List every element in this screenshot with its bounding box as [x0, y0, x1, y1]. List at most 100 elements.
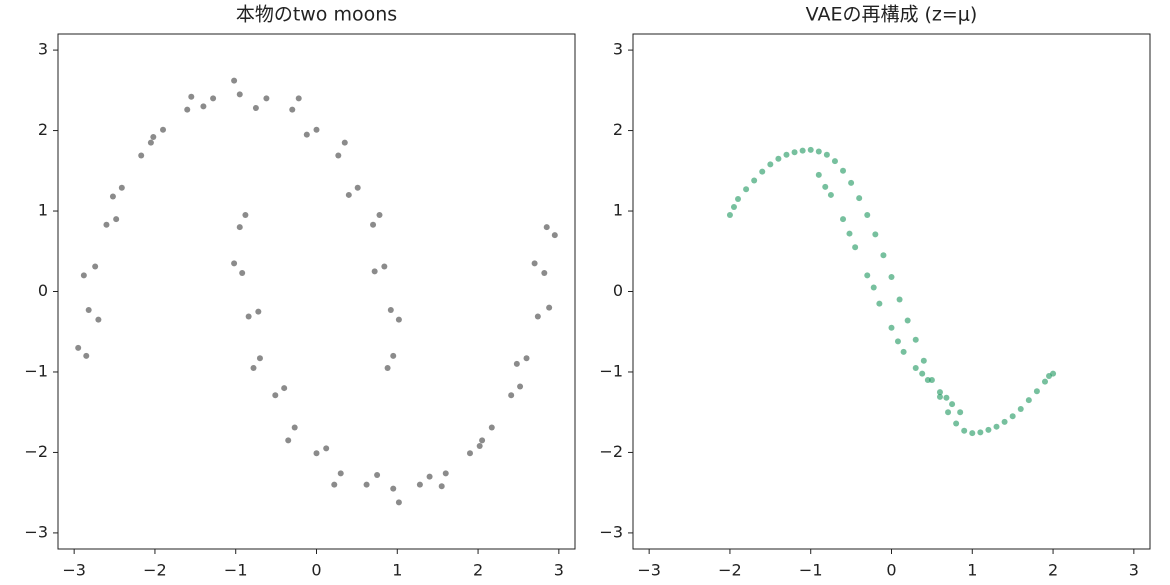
y-tick-label: 1 — [38, 201, 48, 220]
point — [775, 155, 782, 162]
point — [376, 212, 383, 219]
point — [188, 93, 195, 100]
point — [864, 272, 871, 279]
y-tick-label: −3 — [599, 522, 623, 541]
x-tick-label: −3 — [62, 561, 86, 580]
point — [936, 393, 943, 400]
point — [239, 269, 246, 276]
point — [904, 317, 911, 324]
y-tick-label: 0 — [38, 281, 48, 300]
point — [977, 429, 984, 436]
point — [852, 244, 859, 251]
point — [281, 385, 288, 392]
point — [150, 134, 157, 140]
point — [900, 348, 907, 355]
point — [912, 364, 919, 371]
y-tick-label: −1 — [599, 361, 623, 380]
y-tick-label: −3 — [24, 522, 48, 541]
point — [551, 232, 558, 239]
point — [337, 470, 344, 477]
point — [272, 392, 279, 399]
point — [160, 126, 167, 133]
point — [827, 191, 834, 198]
point — [256, 355, 263, 362]
point — [815, 148, 822, 155]
point — [370, 221, 377, 228]
point — [387, 307, 394, 314]
x-tick-label: −1 — [799, 561, 823, 580]
point — [726, 212, 733, 219]
point — [147, 139, 154, 146]
point — [919, 370, 926, 377]
y-tick-label: 0 — [613, 281, 623, 300]
point — [184, 106, 191, 113]
point — [949, 401, 956, 408]
point — [846, 230, 853, 237]
point — [210, 95, 217, 102]
point — [823, 151, 830, 158]
point — [390, 352, 397, 359]
point — [541, 269, 548, 276]
x-tick-label: 2 — [1048, 561, 1058, 580]
point — [113, 216, 120, 223]
point — [335, 152, 342, 159]
x-tick-label: 0 — [886, 561, 896, 580]
point — [730, 204, 737, 211]
point — [245, 313, 252, 320]
point — [231, 260, 238, 267]
x-tick-label: 2 — [473, 561, 483, 580]
x-tick-label: −3 — [637, 561, 661, 580]
point — [242, 212, 249, 219]
point — [840, 216, 847, 223]
point — [95, 316, 102, 323]
point — [263, 95, 270, 102]
point — [870, 284, 877, 291]
point — [961, 427, 968, 434]
point — [75, 344, 82, 351]
point — [751, 177, 758, 184]
point — [291, 424, 298, 431]
point — [289, 106, 296, 113]
point — [822, 183, 829, 190]
point — [231, 77, 238, 84]
point — [85, 307, 92, 314]
point — [313, 450, 320, 457]
point — [517, 383, 524, 390]
point — [476, 443, 483, 449]
point — [103, 221, 110, 228]
point — [953, 420, 960, 427]
point — [1009, 413, 1016, 420]
point — [442, 470, 449, 477]
x-tick-label: 0 — [311, 561, 321, 580]
plot-frame — [57, 33, 576, 550]
point — [466, 450, 473, 457]
point — [957, 409, 964, 416]
point — [840, 167, 847, 174]
point — [295, 95, 302, 102]
y-tick-label: 3 — [613, 40, 623, 59]
point — [285, 437, 292, 444]
x-tick-label: −2 — [718, 561, 742, 580]
point — [936, 389, 943, 396]
point — [807, 146, 814, 153]
y-tick-label: −1 — [24, 361, 48, 380]
point — [236, 91, 243, 98]
point — [534, 313, 541, 320]
point — [791, 149, 798, 156]
point — [1001, 418, 1008, 425]
point — [920, 357, 927, 364]
point — [331, 481, 338, 488]
chart-title: 本物のtwo moons — [236, 4, 397, 26]
point — [354, 184, 361, 191]
point — [488, 424, 495, 431]
y-tick-label: 2 — [38, 120, 48, 139]
point — [83, 352, 90, 359]
point — [799, 147, 806, 154]
plot-frame — [632, 33, 1151, 550]
point — [985, 426, 992, 433]
point — [543, 224, 550, 231]
point — [345, 191, 352, 198]
point — [864, 212, 871, 219]
point — [109, 193, 116, 200]
point — [384, 364, 391, 371]
